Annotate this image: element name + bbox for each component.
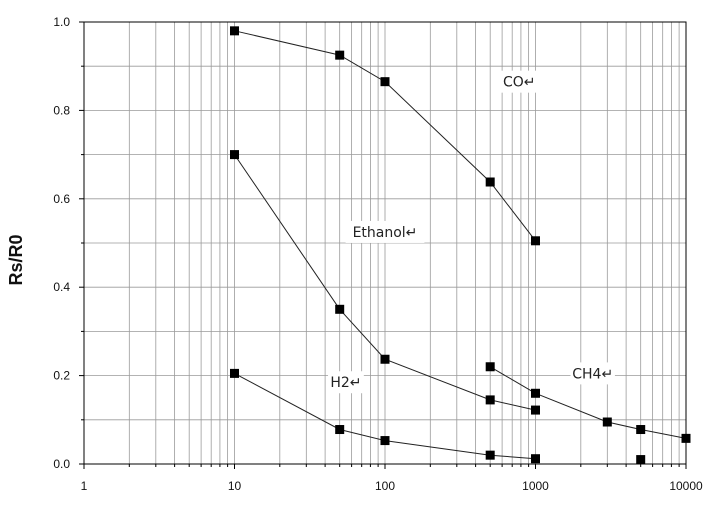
series-lines — [234, 30, 687, 460]
y-tick-labels: 0.0 0.2 0.4 0.6 0.8 1.0 — [53, 15, 70, 471]
annotation-label-h2: H2↵ — [330, 375, 361, 391]
data-point-h2 — [531, 454, 540, 464]
y-tick-label: 0.0 — [53, 457, 70, 471]
annotation-label-co: CO↵ — [503, 75, 536, 91]
y-axis-label: Rs/R0 — [6, 234, 26, 285]
y-tick-label: 0.8 — [53, 103, 70, 117]
data-point-co — [531, 236, 540, 246]
data-point-ethanol — [380, 354, 390, 364]
x-tick-label: 10 — [228, 479, 242, 493]
data-point-co — [485, 177, 495, 187]
y-tick-label: 1.0 — [53, 15, 70, 29]
annotation-background — [328, 371, 364, 394]
x-tick-label: 1 — [81, 479, 88, 493]
x-tick-label: 1000 — [522, 479, 549, 493]
y-tick-label: 0.2 — [53, 369, 70, 383]
y-tick-label: 0.6 — [53, 192, 70, 206]
data-point-ch4 — [681, 433, 691, 443]
data-point-ch4 — [636, 425, 646, 435]
annotation-background — [570, 362, 615, 385]
annotation-background — [345, 220, 425, 243]
data-point-co — [335, 50, 345, 60]
data-point-ethanol — [485, 395, 495, 405]
data-point-ch4 — [485, 362, 495, 372]
data-point-h2 — [335, 425, 345, 435]
series-markers — [230, 26, 691, 465]
data-point-ethanol — [531, 405, 540, 415]
x-tick-labels: 1 10 100 1000 10000 — [81, 479, 703, 493]
annotation-background — [501, 70, 538, 93]
data-point-extra — [636, 455, 646, 465]
data-point-ch4 — [602, 417, 612, 427]
data-point-h2 — [485, 450, 495, 460]
annotation-label-ch4: CH4↵ — [572, 366, 613, 382]
data-point-co — [230, 26, 239, 36]
data-point-h2 — [230, 368, 239, 378]
x-tick-label: 100 — [375, 479, 395, 493]
y-tick-label: 0.4 — [53, 280, 70, 294]
data-point-ethanol — [230, 150, 239, 160]
data-point-h2 — [380, 436, 390, 446]
data-point-ch4 — [531, 388, 540, 398]
series-annotations: CO↵ Ethanol↵ H2↵ CH4↵ — [328, 70, 615, 394]
x-tick-label: 10000 — [669, 479, 703, 493]
grid-lines — [84, 22, 686, 464]
data-point-co — [380, 77, 390, 87]
annotation-label-ethanol: Ethanol↵ — [353, 225, 418, 241]
data-point-ethanol — [335, 304, 345, 314]
axes — [79, 21, 687, 469]
